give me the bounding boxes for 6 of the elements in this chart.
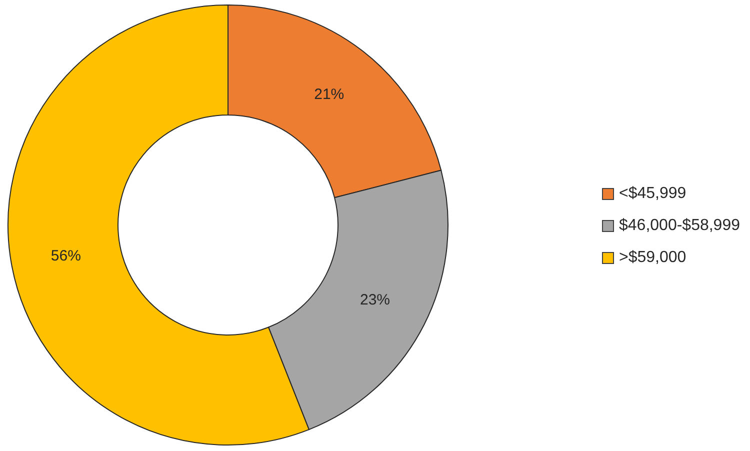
data-label: 56% <box>50 247 81 264</box>
legend-label: <$45,999 <box>619 184 686 202</box>
legend-label: $46,000-$58,999 <box>619 216 740 234</box>
data-label: 21% <box>314 86 344 104</box>
legend-label: >$59,000 <box>619 248 686 266</box>
data-label: 23% <box>360 291 390 308</box>
